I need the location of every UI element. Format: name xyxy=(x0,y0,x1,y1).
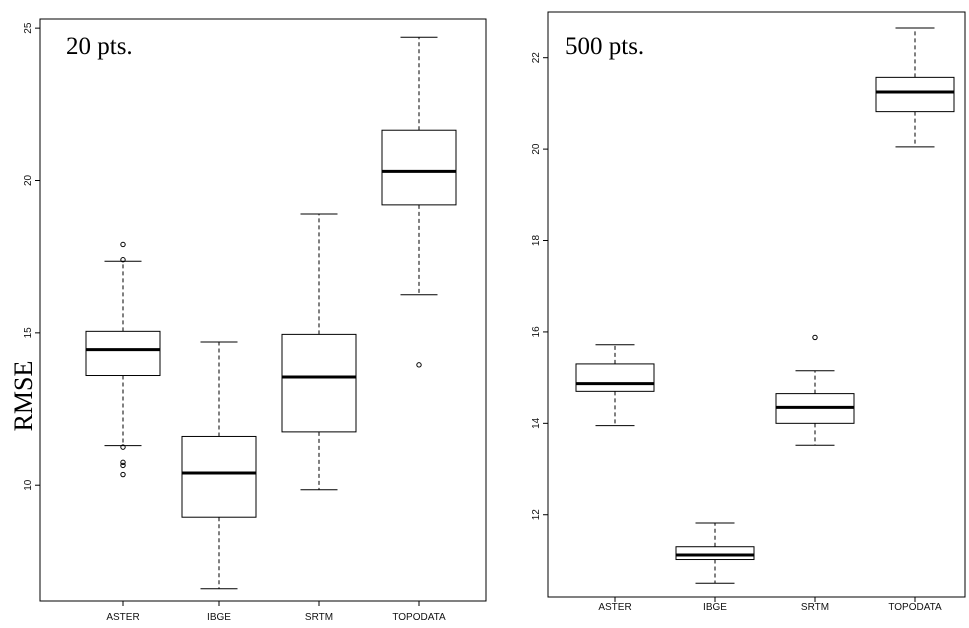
plot-frame xyxy=(39,18,487,602)
outlier-point xyxy=(120,462,126,469)
panel-label: 500 pts. xyxy=(565,33,644,60)
box-ibge xyxy=(181,341,257,590)
y-tick-label: 25 xyxy=(23,22,34,34)
y-tick-label: 16 xyxy=(531,326,542,338)
outlier-point xyxy=(120,241,126,248)
y-tick-label: 15 xyxy=(23,327,34,339)
iqr-box xyxy=(281,333,357,433)
outlier-point xyxy=(120,444,126,450)
outlier-point xyxy=(120,257,126,263)
y-axis-label: RMSE xyxy=(9,361,38,432)
x-tick-label: TOPODATA xyxy=(392,612,446,623)
iqr-box xyxy=(675,546,755,561)
y-tick-label: 20 xyxy=(531,143,542,155)
y-tick-label: 14 xyxy=(531,417,542,429)
x-tick-label: SRTM xyxy=(801,602,829,613)
iqr-box xyxy=(181,435,257,518)
x-tick-label: ASTER xyxy=(598,602,631,613)
x-tick-label: ASTER xyxy=(106,612,139,623)
panel-500-pts: 500 pts. 12 14 16 18 20 22 ASTER IBGE SRTM TOPODAT… xyxy=(531,11,966,613)
panel-label: 20 pts. xyxy=(66,33,133,60)
box-srtm xyxy=(775,334,855,446)
iqr-box xyxy=(381,129,457,206)
outlier-point xyxy=(416,362,422,368)
x-tick-label: TOPODATA xyxy=(888,602,942,613)
plot-frame xyxy=(547,11,966,598)
x-tick-label: IBGE xyxy=(207,612,231,623)
y-tick-label: 18 xyxy=(531,235,542,247)
iqr-box xyxy=(85,330,161,377)
iqr-box xyxy=(875,76,955,113)
y-tick-label: 12 xyxy=(531,509,542,521)
box-srtm xyxy=(281,213,357,491)
outlier-point xyxy=(120,471,126,478)
iqr-box xyxy=(575,363,655,392)
y-tick-label: 22 xyxy=(531,52,542,64)
panel-20-pts: 20 pts. RMSE 10 15 20 25 ASTER IBGE SRTM TOPODATA xyxy=(9,18,487,623)
x-tick-label: IBGE xyxy=(703,602,727,613)
box-topodata xyxy=(875,27,955,148)
y-tick-label: 20 xyxy=(23,174,34,186)
box-topodata xyxy=(381,36,457,368)
box-aster xyxy=(85,241,161,478)
box-aster xyxy=(575,344,655,427)
y-tick-label: 10 xyxy=(23,479,34,491)
outlier-point xyxy=(120,459,126,466)
box-ibge xyxy=(675,522,755,584)
x-tick-label: SRTM xyxy=(305,612,333,623)
outlier-point xyxy=(812,334,818,341)
